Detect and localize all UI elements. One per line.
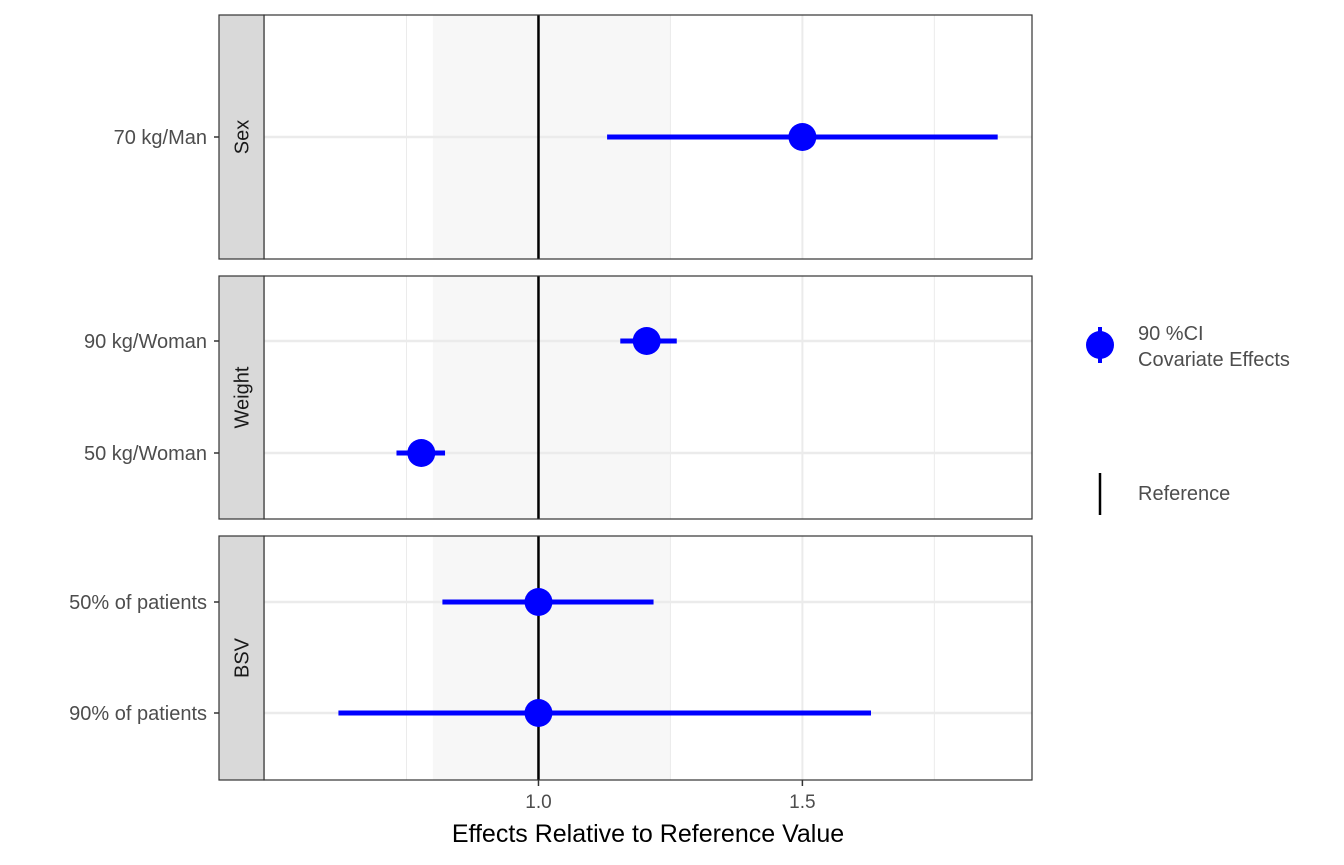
legend-ci-label-line2: Covariate Effects — [1138, 349, 1290, 371]
estimate-point — [524, 699, 553, 727]
estimate-point — [788, 123, 817, 151]
estimate-point — [524, 588, 553, 616]
reference-band — [432, 276, 671, 519]
panel-bsv: 50% of patients 90% of patients BSV — [69, 535, 1033, 781]
reference-band — [432, 536, 671, 780]
row-label: 50 kg/Woman — [84, 443, 207, 465]
estimate-point — [407, 439, 436, 467]
legend: 90 %CI Covariate Effects Reference — [1086, 323, 1290, 515]
strip-background — [218, 14, 265, 260]
row-label: 70 kg/Man — [114, 127, 207, 149]
row-label: 90 kg/Woman — [84, 331, 207, 353]
x-axis-title: Effects Relative to Reference Value — [452, 820, 844, 848]
panel-weight: 90 kg/Woman 50 kg/Woman Weight — [84, 275, 1033, 520]
legend-point-key — [1086, 331, 1114, 359]
row-label: 50% of patients — [69, 592, 207, 614]
legend-ci-label-line1: 90 %CI — [1138, 323, 1204, 345]
strip-label: Sex — [232, 120, 254, 154]
row-label: 90% of patients — [69, 703, 207, 725]
legend-reference-label: Reference — [1138, 483, 1230, 505]
panel-sex: 70 kg/Man Sex — [114, 14, 1033, 260]
strip-background — [218, 275, 265, 520]
x-tick-label: 1.0 — [525, 792, 551, 813]
strip-label: BSV — [232, 637, 254, 678]
x-tick-label: 1.5 — [789, 792, 815, 813]
strip-background — [218, 535, 265, 781]
strip-label: Weight — [232, 366, 254, 428]
estimate-point — [632, 327, 661, 355]
